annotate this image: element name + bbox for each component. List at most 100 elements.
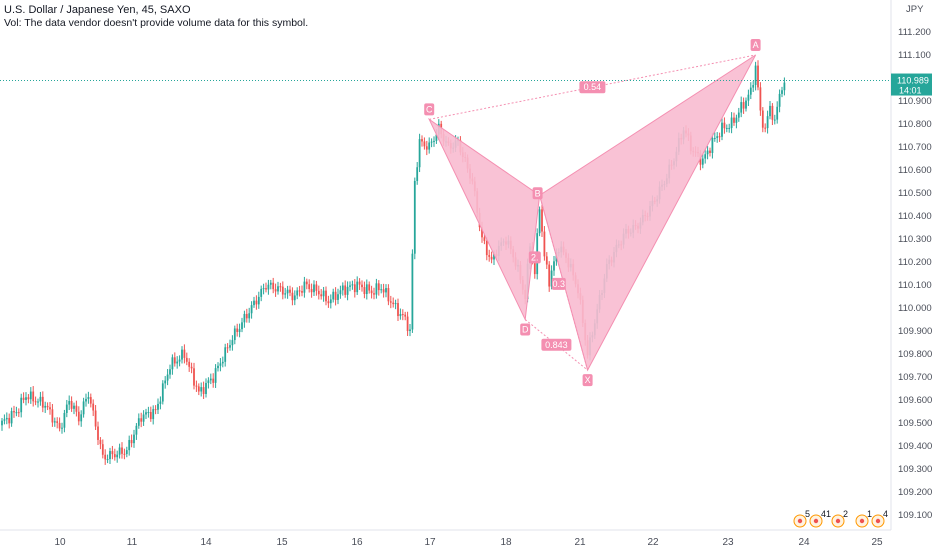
candle [538, 206, 541, 237]
candle-body [730, 117, 733, 128]
candle-body [385, 288, 387, 293]
candle-body [344, 285, 347, 295]
candle-body [13, 411, 15, 413]
candle-body [5, 417, 8, 420]
candle-body [125, 450, 128, 455]
price-tick-label: 110.000 [898, 303, 932, 314]
candle-body [363, 287, 366, 295]
candle [293, 290, 296, 306]
candle-body [221, 361, 224, 364]
candle [85, 393, 87, 407]
candle [752, 81, 755, 92]
price-tick-label: 111.100 [898, 50, 931, 61]
candle [401, 309, 404, 321]
candle [272, 277, 275, 294]
candle [334, 287, 337, 306]
candle-body [430, 141, 433, 143]
candle-body [267, 284, 270, 290]
candle [51, 403, 54, 427]
candle-body [325, 290, 327, 302]
candle [385, 284, 387, 298]
candle-body [373, 293, 375, 295]
pattern-point-label: D [522, 325, 529, 335]
candle [178, 355, 181, 367]
candle-body [433, 140, 435, 142]
candle [749, 82, 752, 100]
candle-body [99, 439, 102, 445]
candle [25, 392, 27, 406]
candle [87, 391, 90, 404]
pattern-point-box [520, 323, 531, 336]
candle-body [778, 93, 781, 107]
candle [44, 401, 47, 413]
candle-body [296, 290, 299, 296]
candle-body [197, 386, 200, 392]
candle [104, 449, 107, 465]
candle-body [418, 139, 421, 168]
candle [711, 133, 714, 159]
candle [128, 435, 131, 456]
candle [346, 281, 349, 301]
candle-body [181, 349, 183, 360]
candle-body [142, 414, 145, 422]
candle-body [209, 378, 212, 381]
candle-body [17, 412, 20, 414]
candle [106, 454, 109, 464]
time-tick-label: 15 [276, 537, 288, 548]
candle [94, 405, 97, 431]
candle-body [277, 286, 279, 292]
candle-body [771, 105, 774, 120]
candle-body [356, 281, 359, 293]
candle [17, 408, 20, 418]
candle-body [109, 451, 111, 460]
candle-body [188, 361, 191, 367]
candle [358, 278, 361, 290]
candle [322, 286, 325, 302]
candle-body [104, 454, 107, 460]
candle-body [113, 454, 116, 458]
event-badge-count: 5 [805, 509, 810, 519]
candle-body [404, 314, 407, 317]
candle [399, 308, 402, 320]
time-tick-label: 22 [647, 537, 659, 548]
candle [706, 145, 709, 160]
candle-body [145, 412, 147, 415]
candle [267, 279, 270, 295]
candle [214, 364, 217, 388]
candle-body [176, 361, 179, 364]
candle [253, 296, 255, 308]
candle [704, 148, 707, 164]
candle [387, 284, 390, 306]
candle [140, 412, 143, 428]
candle-body [229, 345, 231, 348]
candle-body [377, 283, 380, 291]
candle [397, 298, 399, 321]
candle [315, 280, 318, 296]
candle-body [53, 421, 56, 423]
candle-body [106, 459, 109, 461]
candle [721, 117, 723, 141]
candle-body [253, 300, 255, 306]
candle-body [337, 294, 339, 300]
event-badge-dot [875, 518, 881, 524]
candle-body [224, 347, 227, 362]
price-tick-label: 110.700 [898, 142, 932, 153]
pattern-point-label: B [535, 188, 541, 198]
time-tick-label: 10 [54, 537, 66, 548]
candle [80, 410, 83, 427]
candle [433, 136, 435, 147]
candle [58, 417, 61, 432]
candle-body [101, 444, 104, 455]
candle-body [353, 284, 356, 293]
candle-body [361, 284, 363, 288]
candle-body [740, 102, 743, 113]
candle [207, 377, 210, 389]
candle [716, 132, 719, 143]
candle [75, 400, 78, 417]
candle-body [339, 290, 342, 295]
candle-body [193, 368, 195, 386]
candle-body [538, 209, 541, 234]
candle-body [161, 383, 164, 402]
candle [701, 154, 704, 169]
